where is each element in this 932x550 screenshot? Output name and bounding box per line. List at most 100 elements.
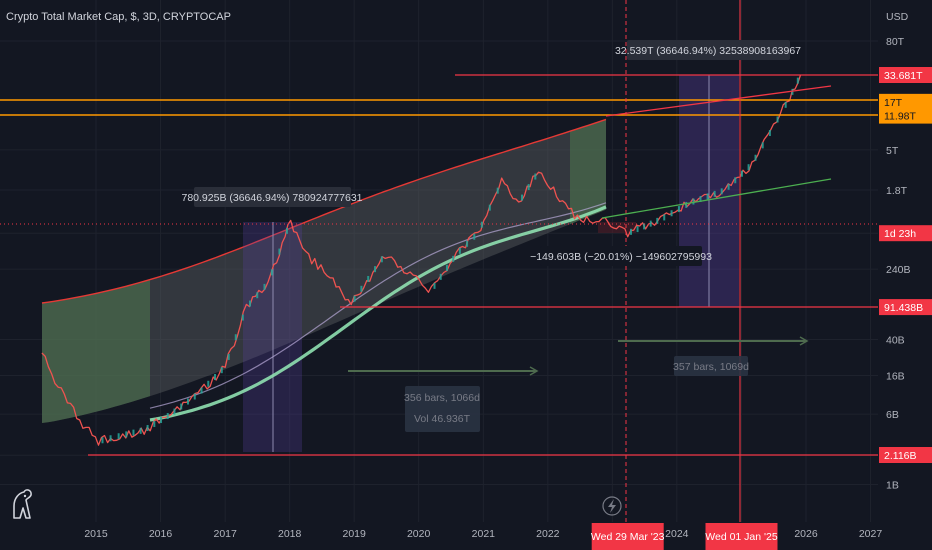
price-candle-up (180, 403, 183, 410)
price-candle-up (458, 247, 461, 254)
time-tick-label: 2018 (278, 528, 302, 540)
time-tick-label: 2017 (213, 528, 237, 540)
price-candle-up (796, 77, 799, 84)
price-candle-up (629, 228, 632, 235)
price-candle-up (139, 427, 142, 434)
price-candle-up (636, 226, 639, 233)
price-candle-up (761, 142, 764, 149)
price-candle-up (677, 206, 680, 213)
price-tick-label: 240B (886, 264, 911, 276)
price-candle-up (214, 373, 217, 380)
annotation-rise-2025[interactable]: 32.539T (36646.94%) 32538908163967 (615, 40, 801, 60)
channel-upper-band (41, 118, 607, 304)
time-tick-label: 2021 (472, 528, 496, 540)
price-badge: 33.681T (879, 67, 932, 83)
price-candle-up (360, 285, 363, 292)
price-series-line[interactable] (41, 74, 802, 446)
moving-average-fast (149, 202, 607, 409)
price-candle-up (433, 282, 436, 289)
price-tick-label: 16B (886, 371, 905, 383)
time-tick-label: 2022 (536, 528, 560, 540)
annotation-bars-left[interactable]: 356 bars, 1066d Vol 46.936T (404, 386, 480, 432)
svg-text:32.539T (36646.94%) 3253890816: 32.539T (36646.94%) 32538908163967 (615, 45, 801, 57)
price-candle-up (234, 334, 237, 341)
svg-text:Wed 29 Mar '23: Wed 29 Mar '23 (591, 531, 665, 543)
lightning-event-icon[interactable] (602, 496, 622, 516)
price-candle-up (153, 421, 156, 428)
price-tick-label: 1.8T (886, 185, 908, 197)
annotation-rise-2017[interactable]: 780.925B (36646.94%) 780924777631 (182, 187, 363, 207)
price-candle-up (720, 188, 723, 195)
price-candle-up (488, 204, 491, 211)
price-candle-up (706, 193, 709, 200)
svg-text:−149.603B (−20.01%) −149602795: −149.603B (−20.01%) −149602795993 (530, 251, 712, 263)
price-candle-up (480, 221, 483, 228)
price-candle-up (117, 433, 120, 440)
time-axis-badges: Wed 29 Mar '23 Wed 01 Jan '25 (591, 523, 778, 550)
price-candle-up (160, 417, 163, 424)
price-series-candles (101, 77, 799, 444)
price-candle-up (692, 198, 695, 205)
svg-text:91.438B: 91.438B (884, 302, 923, 314)
price-candle-up (353, 295, 356, 302)
price-axis-badges: 33.681T 17T 11.98T 1d 23h 91.438B 2.116B (879, 67, 932, 463)
bar-range-arrow-right-head (799, 336, 809, 346)
time-tick-label: 2015 (84, 528, 108, 540)
svg-text:2.116B: 2.116B (884, 450, 917, 462)
price-candle-up (285, 227, 288, 234)
price-candle-up (699, 195, 702, 202)
svg-text:780.925B (36646.94%) 780924777: 780.925B (36646.94%) 780924777631 (182, 192, 363, 204)
tradingview-dino-logo (13, 489, 32, 519)
annotation-bars-right[interactable]: 357 bars, 1069d (673, 356, 749, 376)
price-candle-up (207, 380, 210, 387)
price-candle-up (220, 367, 223, 374)
price-candle-up (263, 283, 266, 290)
price-tick-label: 6B (886, 409, 899, 421)
price-badge: 11.98T (879, 107, 932, 124)
chart-title: Crypto Total Market Cap, $, 3D, CRYPTOCA… (6, 11, 231, 23)
price-candle-up (466, 240, 469, 247)
price-candle-up (125, 431, 128, 438)
price-axis-unit: USD (886, 11, 909, 23)
price-candle-up (132, 429, 135, 436)
time-tick-label: 2016 (149, 528, 173, 540)
price-candle-up (109, 435, 112, 442)
price-tick-label: 80T (886, 36, 905, 48)
time-axis[interactable]: 2015 2016 2017 2018 2019 2020 2021 2022 2024 2026… (84, 523, 882, 550)
price-candle-up (747, 164, 750, 171)
price-candle-up (367, 275, 370, 282)
svg-text:17T: 17T (884, 97, 903, 109)
price-candle-up (452, 255, 455, 262)
time-tick-label: 2024 (665, 528, 689, 540)
price-candle-up (527, 184, 530, 191)
moving-average-slow (149, 205, 607, 422)
price-candle-up (727, 183, 730, 190)
projection-line[interactable] (605, 85, 832, 117)
bar-range-arrow-left-head (529, 366, 539, 376)
price-candle-up (380, 256, 383, 263)
svg-text:33.681T: 33.681T (884, 70, 923, 82)
annotation-drop-2022[interactable]: −149.603B (−20.01%) −149602795993 (530, 246, 712, 266)
price-candle-up (776, 116, 779, 123)
price-candle-up (186, 398, 189, 405)
price-badge: 2.116B (879, 447, 932, 463)
channel-green-zone-left (42, 279, 150, 423)
trend-line[interactable] (601, 178, 832, 219)
price-candle-up (784, 101, 787, 108)
price-candle-up (278, 248, 281, 255)
price-badge: 91.438B (879, 299, 932, 316)
time-axis-ticks: 2015 2016 2017 2018 2019 2020 2021 2022 2024 2026… (84, 528, 882, 540)
price-candle-up (685, 201, 688, 208)
price-candle-up (193, 393, 196, 400)
price-badge: 1d 23h (879, 225, 932, 242)
price-candle-up (768, 130, 771, 137)
time-tick-label: 2026 (794, 528, 818, 540)
svg-text:Vol 46.936T: Vol 46.936T (414, 413, 471, 425)
time-tick-label: 2027 (859, 528, 883, 540)
price-candle-up (101, 437, 104, 444)
price-candle-up (473, 233, 476, 240)
time-tick-label: 2020 (407, 528, 431, 540)
price-candle-up (241, 314, 244, 321)
